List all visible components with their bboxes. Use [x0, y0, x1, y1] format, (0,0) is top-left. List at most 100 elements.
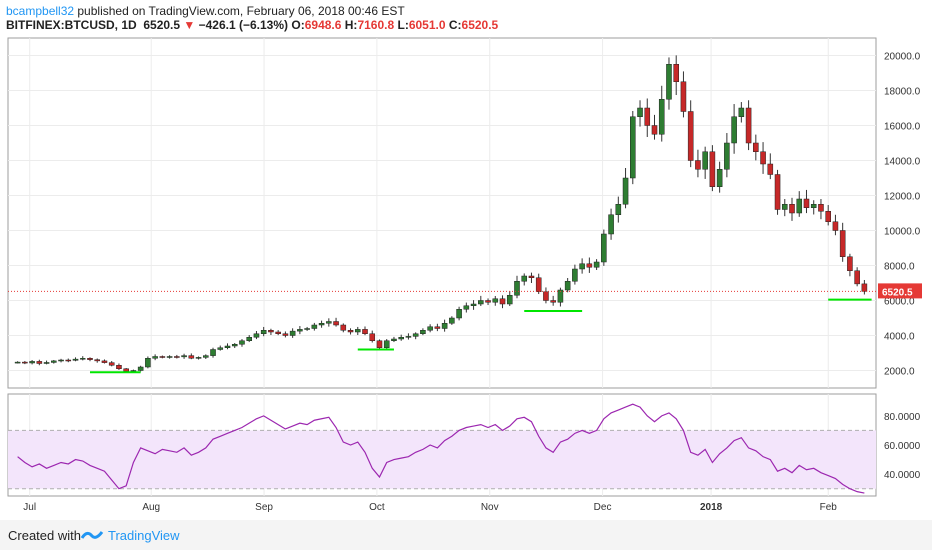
x-tick-label: Oct [369, 502, 385, 513]
publish-info: published on TradingView.com, February 0… [74, 4, 405, 18]
x-tick-label: Aug [142, 502, 160, 513]
rsi-series [17, 403, 865, 494]
candle-body [145, 358, 151, 368]
last-price-label: 6520.5 [882, 287, 913, 298]
candle-body [601, 233, 607, 263]
price-tick-label: 14000.0 [884, 157, 921, 168]
price-tick-label: 12000.0 [884, 192, 921, 203]
candle-body [724, 142, 730, 170]
open-label: O: [291, 18, 305, 32]
rsi-tick-label: 60.0000 [884, 441, 921, 452]
candle-body [695, 160, 701, 170]
candle-body [152, 356, 158, 359]
candle-body [29, 361, 35, 364]
tradingview-link[interactable]: TradingView [108, 528, 180, 543]
candle-body [644, 107, 651, 126]
candle-body [658, 99, 665, 135]
candle-body [369, 333, 376, 341]
candlestick-series [8, 55, 876, 373]
price-tick-label: 20000.0 [884, 52, 921, 63]
price-tick-label: 6000.0 [884, 297, 915, 308]
candle-body [72, 358, 79, 361]
candle-body [586, 263, 593, 268]
candle-body [36, 361, 43, 364]
price-change: −426.1 (−6.13%) [198, 18, 289, 32]
candle-body [354, 329, 361, 333]
candle-body [709, 151, 716, 187]
candle-body [637, 107, 643, 117]
candle-body [326, 321, 332, 324]
candle-body [666, 64, 672, 100]
candle-body [383, 340, 390, 348]
candle-body [347, 330, 354, 333]
candle-body [159, 356, 166, 358]
candle-body [58, 359, 64, 362]
candle-body [405, 336, 412, 338]
candle-body [362, 329, 368, 334]
chart-axes: 20000.0 18000.0 16000.0 14000.0 12000.0 10000… [23, 52, 922, 513]
symbol-label: BITFINEX:BTCUSD, 1D [6, 18, 137, 32]
chart-grid [7, 37, 877, 497]
candle-body [818, 204, 824, 212]
candle-body [101, 360, 108, 363]
candle-body [427, 326, 433, 331]
candle-body [716, 169, 723, 187]
candle-body [449, 317, 455, 324]
author-link[interactable]: bcampbell32 [6, 4, 75, 18]
high-value: 7160.8 [357, 18, 395, 32]
candle-body [593, 261, 600, 268]
price-tick-label: 18000.0 [884, 87, 921, 98]
price-tick-label: 10000.0 [884, 227, 921, 238]
candle-body [181, 355, 187, 358]
rsi-line [17, 403, 865, 494]
chart-header: bcampbell32 published on TradingView.com… [6, 4, 926, 34]
candle-body [231, 344, 238, 347]
candle-body [478, 300, 484, 305]
candle-body [854, 270, 860, 285]
support-lines [89, 298, 872, 374]
x-tick-label: Sep [255, 502, 273, 513]
candle-body [195, 357, 202, 359]
candle-body [839, 230, 846, 257]
candle-body [789, 204, 795, 214]
x-tick-label: Jul [23, 502, 36, 513]
candle-body [14, 361, 21, 364]
candle-body [123, 368, 129, 372]
candle-body [528, 275, 535, 278]
candle-body [43, 362, 50, 364]
candle-body [622, 177, 629, 205]
price-chart[interactable]: 20000.0 18000.0 16000.0 14000.0 12000.0 10000… [0, 34, 932, 518]
candle-body [861, 283, 868, 292]
candle-body [579, 263, 585, 270]
candle-body [543, 291, 549, 301]
candle-body [108, 362, 115, 366]
candle-body [116, 365, 122, 369]
candle-body [239, 340, 245, 345]
candle-body [557, 289, 564, 303]
candle-body [825, 211, 831, 222]
candle-body [188, 355, 195, 359]
candle-body [651, 125, 658, 135]
candle-body [456, 309, 462, 319]
tradingview-logo-icon [80, 531, 104, 539]
candle-body [521, 275, 528, 282]
candle-body [738, 107, 745, 117]
candle-body [564, 281, 571, 291]
candle-body [630, 116, 636, 179]
candle-body [608, 214, 614, 235]
candle-body [217, 347, 224, 350]
candle-body [420, 330, 426, 334]
candle-body [434, 326, 441, 329]
candle-body [832, 221, 839, 231]
candle-body [51, 360, 57, 363]
last-price-tag [878, 283, 922, 299]
x-tick-label: 2018 [700, 502, 723, 513]
candle-body [253, 333, 260, 338]
candle-body [311, 324, 318, 329]
candle-body [485, 300, 491, 303]
candle-body [847, 256, 853, 271]
rsi-overbought-oversold-band [8, 430, 876, 489]
down-arrow-icon: ▼ [183, 18, 196, 32]
candle-body [398, 337, 404, 340]
candle-body [767, 163, 774, 175]
